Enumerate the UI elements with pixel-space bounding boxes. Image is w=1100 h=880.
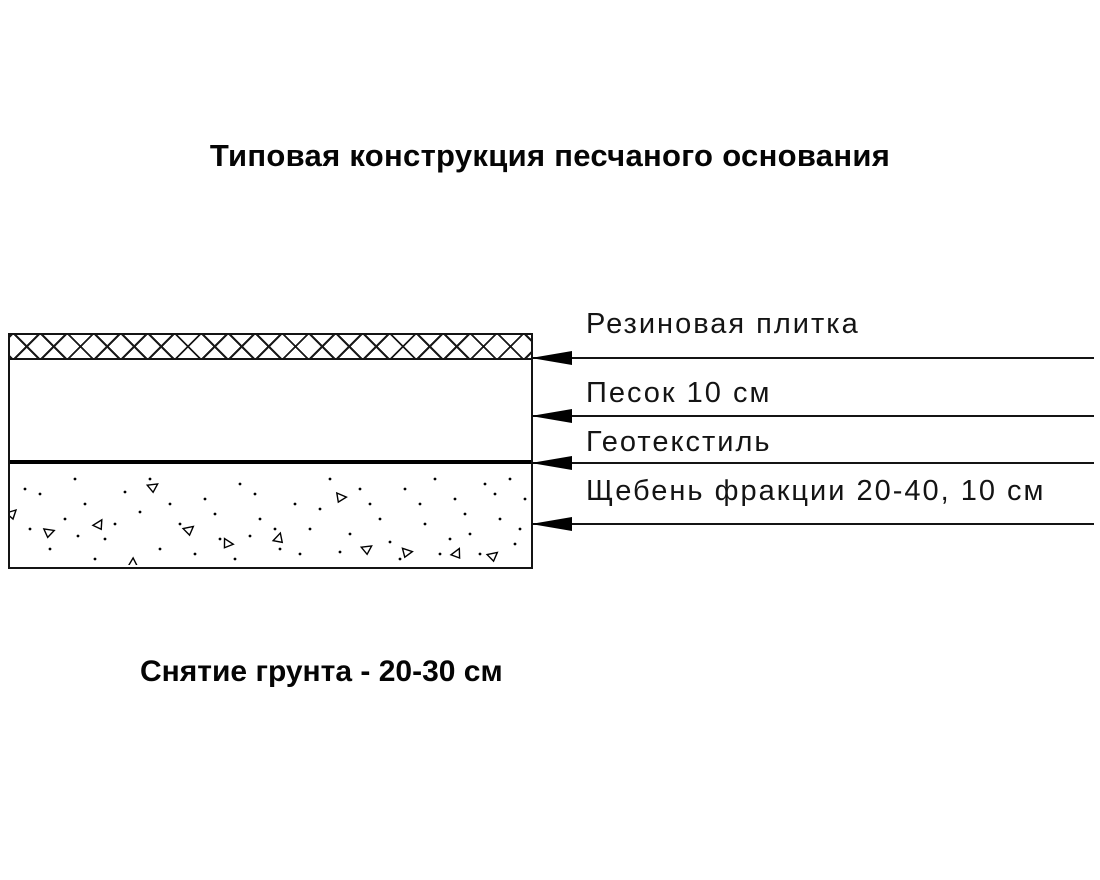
leader-line <box>532 357 1094 359</box>
leader-line <box>532 415 1094 417</box>
section-box <box>8 333 533 569</box>
callout-label-crushed-stone: Щебень фракции 20-40, 10 см <box>586 475 1046 507</box>
callout-label-rubber-tile: Резиновая плитка <box>586 308 860 340</box>
layer-sand <box>10 360 531 460</box>
arrow-left-icon <box>531 351 572 365</box>
gravel-texture <box>10 477 527 565</box>
layer-rubber-tile <box>10 335 531 360</box>
arrow-left-icon <box>531 517 572 531</box>
arrow-left-icon <box>531 456 572 470</box>
callout-label-sand: Песок 10 см <box>586 377 772 409</box>
leader-line <box>532 462 1094 464</box>
layer-crushed-stone <box>10 464 531 565</box>
arrow-left-icon <box>531 409 572 423</box>
layer-geotextile <box>10 460 531 464</box>
callout-label-geotextile: Геотекстиль <box>586 426 772 458</box>
diagram-title: Типовая конструкция песчаного основания <box>209 138 891 173</box>
leader-line <box>532 523 1094 525</box>
footnote: Снятие грунта - 20-30 см <box>140 655 503 688</box>
